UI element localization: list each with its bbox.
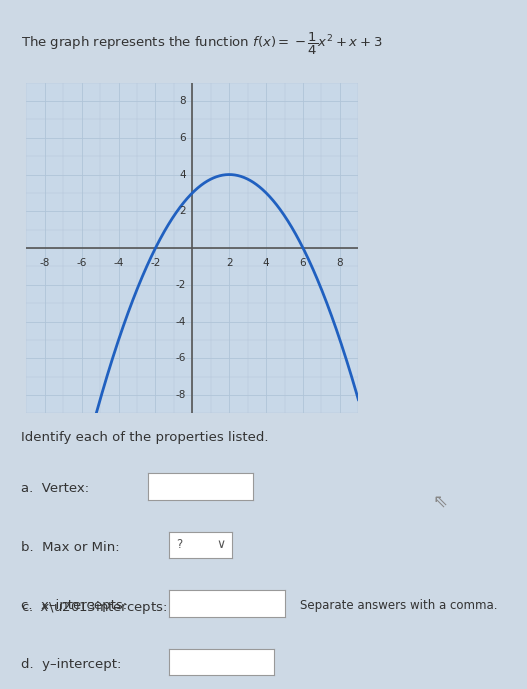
Text: ∨: ∨ — [216, 539, 225, 551]
Text: The graph represents the function $f(x) = -\dfrac{1}{4}x^2 + x + 3$: The graph represents the function $f(x) … — [21, 31, 383, 57]
Text: ⇖: ⇖ — [432, 493, 447, 511]
Text: ?: ? — [176, 539, 182, 551]
Text: Separate answers with a comma.: Separate answers with a comma. — [300, 599, 498, 613]
Text: -2: -2 — [175, 280, 186, 290]
Text: 4: 4 — [179, 169, 186, 180]
Text: a.  Vertex:: a. Vertex: — [21, 482, 89, 495]
Text: -4: -4 — [175, 316, 186, 327]
Text: 2: 2 — [226, 258, 232, 268]
Text: 6: 6 — [179, 133, 186, 143]
Text: -6: -6 — [175, 353, 186, 363]
Text: 6: 6 — [300, 258, 306, 268]
Text: 2: 2 — [179, 206, 186, 216]
Text: -8: -8 — [40, 258, 50, 268]
Text: 4: 4 — [263, 258, 269, 268]
Text: -6: -6 — [76, 258, 87, 268]
Text: 8: 8 — [179, 96, 186, 106]
Text: d.  y–intercept:: d. y–intercept: — [21, 658, 121, 671]
Text: c.  $x$\u2013intercepts:: c. $x$\u2013intercepts: — [21, 599, 167, 617]
Text: 8: 8 — [337, 258, 343, 268]
Text: Identify each of the properties listed.: Identify each of the properties listed. — [21, 431, 269, 444]
Text: b.  Max or Min:: b. Max or Min: — [21, 541, 120, 554]
Text: -8: -8 — [175, 390, 186, 400]
Text: -4: -4 — [113, 258, 124, 268]
Text: -2: -2 — [150, 258, 161, 268]
Text: c.  x–intercepts:: c. x–intercepts: — [21, 599, 127, 613]
